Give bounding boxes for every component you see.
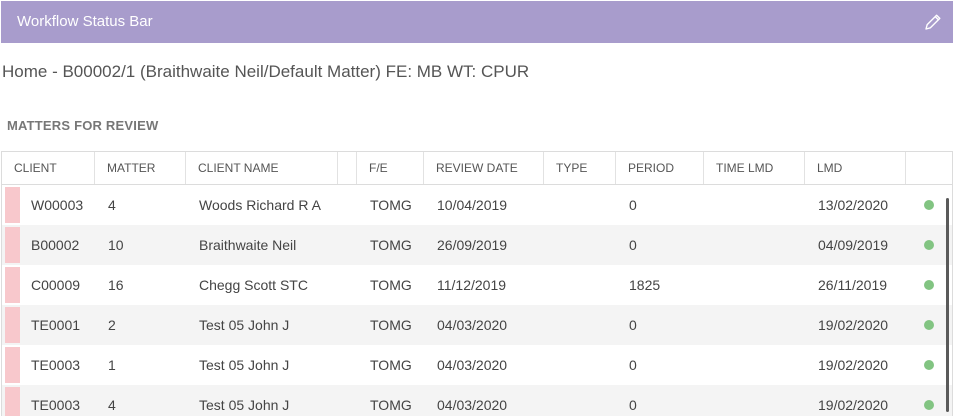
cell-matter: 1 — [108, 357, 116, 373]
section-title: MATTERS FOR REVIEW — [7, 118, 159, 133]
cell-lmd: 19/02/2020 — [818, 317, 889, 333]
cell-client: B00002 — [31, 237, 80, 253]
table-row[interactable]: TE0003 1 Test 05 John J TOMG 04/03/2020 0 19/0… — [2, 345, 952, 385]
row-flag — [5, 267, 20, 303]
cell-client-name: Braithwaite Neil — [199, 237, 297, 253]
matters-table: CLIENT MATTER CLIENT NAME F/E REVIEW DAT… — [1, 151, 953, 416]
cell-client: C00009 — [31, 277, 81, 293]
cell-lmd: 19/02/2020 — [818, 397, 889, 413]
cell-lmd: 19/02/2020 — [818, 357, 889, 373]
row-flag — [5, 227, 20, 263]
cell-matter: 2 — [108, 317, 116, 333]
status-dot-icon — [924, 360, 934, 370]
cell-period: 0 — [629, 397, 637, 413]
cell-fe: TOMG — [370, 277, 412, 293]
col-header-client-name[interactable]: CLIENT NAME — [186, 152, 338, 184]
cell-fe: TOMG — [370, 397, 412, 413]
cell-review-date: 04/03/2020 — [437, 357, 508, 373]
col-header-fe[interactable]: F/E — [357, 152, 424, 184]
col-header-blank[interactable] — [338, 152, 357, 184]
cell-review-date: 10/04/2019 — [437, 197, 508, 213]
status-dot-icon — [924, 400, 934, 410]
workflow-status-bar: Workflow Status Bar — [1, 1, 953, 43]
row-flag — [5, 387, 20, 416]
row-flag — [5, 187, 20, 223]
cell-client-name: Woods Richard R A — [199, 197, 321, 213]
page-title: Home - B00002/1 (Braithwaite Neil/Defaul… — [2, 62, 530, 81]
cell-review-date: 04/03/2020 — [437, 397, 508, 413]
cell-review-date: 04/03/2020 — [437, 317, 508, 333]
cell-review-date: 11/12/2019 — [437, 277, 507, 293]
cell-fe: TOMG — [370, 317, 412, 333]
table-row[interactable]: W00003 4 Woods Richard R A TOMG 10/04/2019 0 1… — [2, 185, 952, 225]
cell-client-name: Test 05 John J — [199, 397, 290, 413]
col-header-period[interactable]: PERIOD — [616, 152, 704, 184]
cell-matter: 4 — [108, 397, 116, 413]
cell-fe: TOMG — [370, 357, 412, 373]
cell-matter: 16 — [108, 277, 124, 293]
table-header: CLIENT MATTER CLIENT NAME F/E REVIEW DAT… — [2, 152, 952, 185]
status-dot-icon — [924, 240, 934, 250]
cell-client: TE0003 — [31, 357, 81, 373]
cell-client: TE0001 — [31, 317, 81, 333]
cell-period: 1825 — [629, 277, 661, 293]
cell-lmd: 26/11/2019 — [818, 277, 888, 293]
cell-lmd: 04/09/2019 — [818, 237, 889, 253]
cell-period: 0 — [629, 317, 637, 333]
cell-client-name: Chegg Scott STC — [199, 277, 308, 293]
cell-period: 0 — [629, 357, 637, 373]
status-dot-icon — [924, 200, 934, 210]
pencil-icon[interactable] — [923, 12, 943, 32]
cell-fe: TOMG — [370, 237, 412, 253]
table-row[interactable]: TE0001 2 Test 05 John J TOMG 04/03/2020 0 19/0… — [2, 305, 952, 345]
col-header-status[interactable] — [906, 152, 952, 184]
vertical-scrollbar[interactable] — [946, 198, 949, 412]
cell-client-name: Test 05 John J — [199, 317, 290, 333]
col-header-matter[interactable]: MATTER — [95, 152, 186, 184]
cell-client: TE0003 — [31, 397, 81, 413]
status-dot-icon — [924, 280, 934, 290]
table-row[interactable]: C00009 16 Chegg Scott STC TOMG 11/12/2019 182… — [2, 265, 952, 305]
workflow-status-bar-title: Workflow Status Bar — [17, 13, 153, 30]
col-header-type[interactable]: TYPE — [544, 152, 616, 184]
cell-matter: 4 — [108, 197, 116, 213]
cell-lmd: 13/02/2020 — [818, 197, 889, 213]
row-flag — [5, 307, 20, 343]
cell-fe: TOMG — [370, 197, 412, 213]
table-body: W00003 4 Woods Richard R A TOMG 10/04/2019 0 1… — [2, 185, 952, 416]
cell-client-name: Test 05 John J — [199, 357, 290, 373]
cell-period: 0 — [629, 197, 637, 213]
col-header-client[interactable]: CLIENT — [2, 152, 95, 184]
table-row[interactable]: TE0003 4 Test 05 John J TOMG 04/03/2020 0 19/0… — [2, 385, 952, 416]
cell-review-date: 26/09/2019 — [437, 237, 508, 253]
col-header-lmd[interactable]: LMD — [805, 152, 906, 184]
status-dot-icon — [924, 320, 934, 330]
row-flag — [5, 347, 20, 383]
col-header-review-date[interactable]: REVIEW DATE — [424, 152, 544, 184]
col-header-time-lmd[interactable]: TIME LMD — [704, 152, 805, 184]
table-row[interactable]: B00002 10 Braithwaite Neil TOMG 26/09/2019 0 0… — [2, 225, 952, 265]
cell-period: 0 — [629, 237, 637, 253]
cell-matter: 10 — [108, 237, 124, 253]
cell-client: W00003 — [31, 197, 84, 213]
